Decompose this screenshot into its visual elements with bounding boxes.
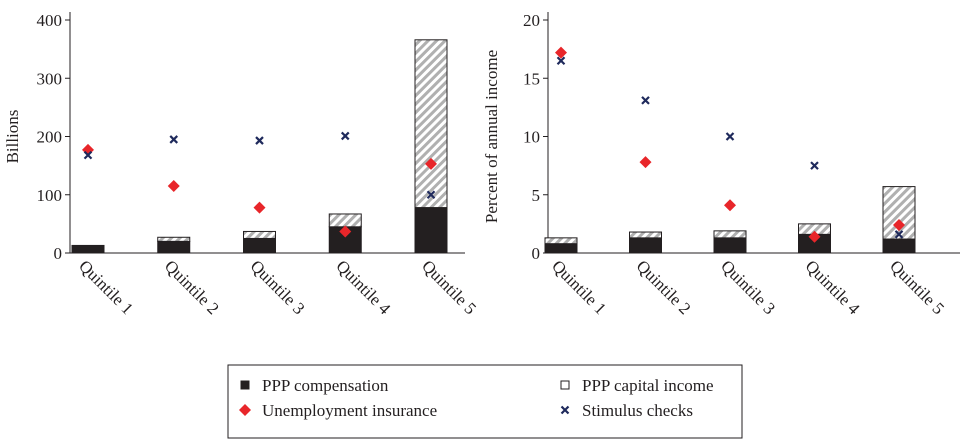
point <box>83 150 93 160</box>
point <box>425 157 437 170</box>
point <box>340 131 350 141</box>
x-tick-label: Quintile 3 <box>717 256 779 318</box>
bar-segment <box>414 39 448 209</box>
legend-swatch <box>240 380 250 390</box>
x-tick-label: Quintile 5 <box>418 256 480 318</box>
point <box>894 230 904 239</box>
bar-segment <box>713 230 747 239</box>
x-tick-label: Quintile 2 <box>161 256 223 318</box>
legend-swatch <box>560 380 570 390</box>
bar-segment <box>414 207 448 254</box>
bar-segment <box>882 238 916 254</box>
y-tick-label: 20 <box>523 11 540 30</box>
x-tick-label: Quintile 3 <box>247 256 309 318</box>
bar-segment <box>882 186 916 240</box>
y-tick-label: 100 <box>37 186 63 205</box>
point <box>169 135 179 144</box>
point <box>556 56 566 66</box>
bar-segment <box>157 236 191 242</box>
point <box>808 230 821 243</box>
legend-swatch <box>239 404 251 416</box>
bar-segment <box>544 243 578 254</box>
point <box>555 46 567 59</box>
legend-label: PPP compensation <box>262 376 389 395</box>
x-tick-label: Quintile 4 <box>802 256 864 318</box>
legend-swatch <box>560 405 570 415</box>
point <box>339 225 352 238</box>
bar-segment <box>243 237 276 254</box>
legend-label: Stimulus checks <box>582 401 693 420</box>
point <box>426 190 436 200</box>
bar-segment <box>328 213 362 228</box>
x-tick-label: Quintile 1 <box>75 256 137 318</box>
y-tick-label: 15 <box>523 69 540 88</box>
point <box>725 132 735 141</box>
bar-segment <box>713 237 747 254</box>
legend-label: PPP capital income <box>582 376 714 395</box>
x-tick-label: Quintile 4 <box>332 256 394 318</box>
y-tick-label: 0 <box>532 244 541 263</box>
point <box>810 161 819 170</box>
y-tick-label: 10 <box>523 128 540 147</box>
point <box>167 180 180 193</box>
y-tick-label: 200 <box>37 128 63 147</box>
point <box>639 156 652 169</box>
point <box>253 201 266 214</box>
bar-segment <box>71 244 105 254</box>
y-tick-label: 5 <box>532 186 541 205</box>
legend-label: Unemployment insurance <box>262 401 437 420</box>
y-axis-label: Percent of annual income <box>482 50 501 223</box>
bar-segment <box>544 237 578 245</box>
legend-box <box>227 364 743 439</box>
y-tick-label: 0 <box>54 244 63 263</box>
bar-segment <box>243 230 276 239</box>
point <box>641 96 650 105</box>
y-tick-label: 300 <box>37 69 63 88</box>
x-tick-label: Quintile 1 <box>548 256 610 318</box>
y-axis-label: Billions <box>3 110 22 164</box>
x-tick-label: Quintile 2 <box>633 256 695 318</box>
x-tick-label: Quintile 5 <box>886 256 948 318</box>
y-tick-label: 400 <box>37 11 63 30</box>
point <box>724 199 736 212</box>
bar-segment <box>629 237 662 254</box>
bar-segment <box>629 231 662 239</box>
point <box>893 219 905 232</box>
bar-segment <box>157 240 191 254</box>
point <box>255 136 264 145</box>
